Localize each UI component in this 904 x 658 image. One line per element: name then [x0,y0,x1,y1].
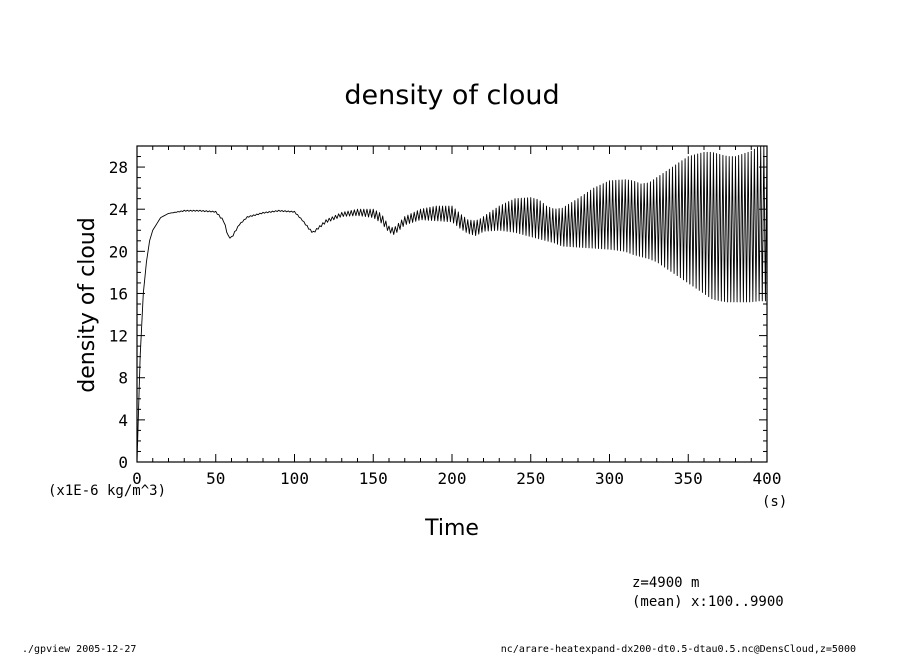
x-tick-label: 50 [206,469,225,488]
footer-program-date: ./gpview 2005-12-27 [22,644,136,654]
x-tick-label: 200 [438,469,467,488]
y-axis-label: density of cloud [75,217,100,392]
x-unit-label: (s) [762,494,787,510]
y-tick-label: 24 [109,200,128,219]
axis-ticks [136,145,768,463]
y-tick-labels: 0 4 8 12 16 20 24 28 [109,158,128,472]
x-axis-label: Time [424,516,479,541]
y-tick-label: 28 [109,158,128,177]
y-unit-label: (x1E-6 kg/m^3) [48,483,166,499]
density-line [136,145,768,463]
y-tick-label: 4 [118,411,128,430]
annotation-height: z=4900 m [632,575,699,591]
y-tick-label: 0 [118,453,128,472]
x-tick-label: 0 [132,469,142,488]
y-tick-label: 16 [109,284,128,303]
y-tick-label: 20 [109,242,128,261]
x-tick-label: 350 [674,469,703,488]
x-tick-label: 250 [516,469,545,488]
footer-source-file: nc/arare-heatexpand-dx200-dt0.5-dtau0.5.… [501,644,856,654]
chart-title: density of cloud [344,80,559,111]
annotation-mean-range: (mean) x:100..9900 [632,594,784,610]
y-tick-label: 12 [109,327,128,346]
x-tick-label: 150 [359,469,388,488]
y-tick-label: 8 [118,369,128,388]
x-tick-label: 300 [595,469,624,488]
x-tick-label: 100 [280,469,309,488]
x-tick-label: 400 [753,469,782,488]
x-tick-labels: 0 50 100 150 200 250 300 350 400 [132,469,781,488]
density-series [136,145,768,463]
